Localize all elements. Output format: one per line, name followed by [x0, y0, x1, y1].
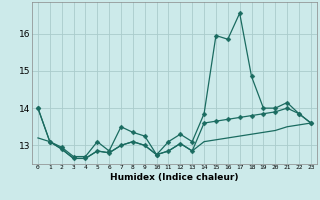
X-axis label: Humidex (Indice chaleur): Humidex (Indice chaleur)	[110, 173, 239, 182]
